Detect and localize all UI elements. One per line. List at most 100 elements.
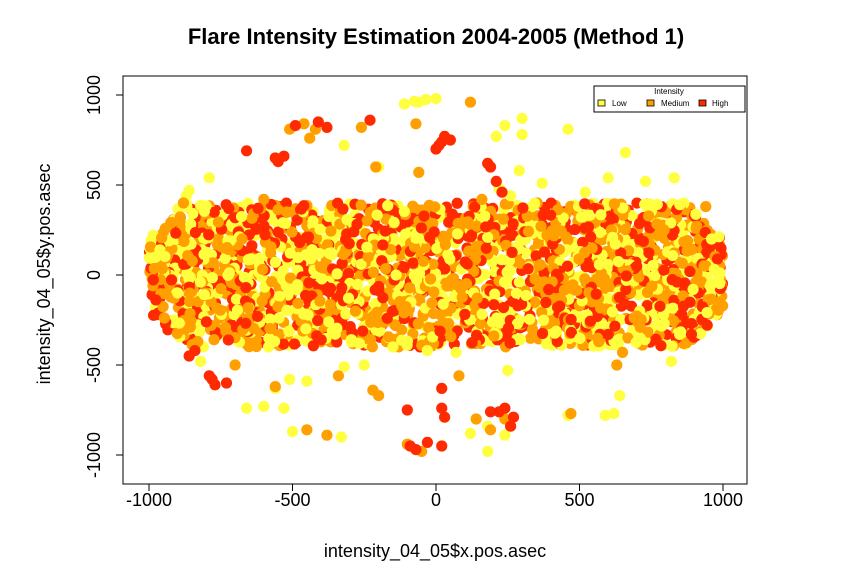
data-point-high bbox=[252, 202, 264, 214]
data-point-medium bbox=[476, 193, 488, 205]
data-point-band bbox=[685, 328, 698, 340]
data-point-band bbox=[398, 307, 410, 319]
data-point-band bbox=[268, 335, 281, 348]
data-point-band bbox=[407, 257, 419, 269]
legend: Intensity Low Medium High bbox=[593, 85, 746, 113]
data-point-band bbox=[475, 318, 487, 330]
data-point-band bbox=[212, 216, 224, 228]
data-point-medium bbox=[470, 413, 482, 425]
data-point-band bbox=[594, 226, 606, 238]
data-point-low bbox=[464, 427, 477, 439]
data-point-band bbox=[157, 301, 169, 313]
legend-label-low: Low bbox=[612, 99, 627, 108]
data-point-medium bbox=[192, 336, 204, 348]
data-point-high bbox=[490, 175, 502, 187]
data-point-band bbox=[604, 210, 616, 222]
data-point-band bbox=[565, 326, 577, 339]
legend-title: Intensity bbox=[654, 87, 684, 96]
data-point-band bbox=[280, 197, 292, 209]
data-point-low bbox=[608, 408, 620, 420]
data-point-band bbox=[658, 224, 670, 236]
points-layer bbox=[143, 93, 729, 457]
data-point-band bbox=[489, 288, 501, 300]
data-point-band bbox=[522, 225, 535, 237]
data-point-band bbox=[686, 243, 698, 256]
data-point-band bbox=[281, 206, 293, 218]
data-point-band bbox=[273, 290, 286, 302]
data-point-band bbox=[429, 201, 441, 213]
data-point-band bbox=[300, 249, 312, 261]
data-point-band bbox=[479, 269, 491, 281]
data-point-band bbox=[302, 309, 314, 321]
data-point-medium bbox=[700, 201, 712, 213]
x-tick-label: 500 bbox=[564, 490, 594, 510]
data-point-band bbox=[552, 301, 564, 314]
data-point-band bbox=[710, 303, 722, 315]
data-point-band bbox=[379, 225, 391, 237]
data-point-band bbox=[422, 322, 435, 334]
data-point-band bbox=[408, 241, 421, 253]
data-point-band bbox=[543, 283, 555, 296]
data-point-band bbox=[194, 276, 206, 288]
data-point-band bbox=[646, 280, 658, 292]
data-point-band bbox=[377, 292, 389, 304]
data-point-low bbox=[599, 409, 611, 421]
data-point-high bbox=[439, 411, 451, 423]
data-point-medium bbox=[484, 424, 497, 436]
data-point-band bbox=[336, 257, 348, 269]
data-point-band bbox=[459, 308, 471, 320]
data-point-band bbox=[250, 223, 262, 235]
data-point-band bbox=[510, 287, 523, 299]
data-point-band bbox=[390, 269, 402, 281]
data-point-band bbox=[165, 274, 178, 286]
data-point-band bbox=[537, 314, 550, 326]
data-point-band bbox=[449, 278, 461, 291]
data-point-band bbox=[294, 236, 306, 249]
data-point-low bbox=[668, 172, 680, 184]
data-point-band bbox=[574, 332, 586, 345]
data-point-low bbox=[513, 165, 525, 177]
data-point-band bbox=[221, 242, 233, 254]
data-point-band bbox=[690, 208, 702, 220]
data-point-band bbox=[603, 292, 616, 305]
data-point-low bbox=[258, 400, 270, 412]
data-point-band bbox=[606, 306, 619, 318]
legend-swatch-medium bbox=[646, 99, 655, 107]
data-point-band bbox=[608, 198, 621, 210]
data-point-low bbox=[398, 98, 411, 110]
data-point-band bbox=[203, 229, 215, 241]
data-point-medium bbox=[355, 121, 367, 133]
data-point-band bbox=[281, 304, 293, 317]
data-point-band bbox=[398, 205, 410, 218]
data-point-band bbox=[220, 325, 232, 337]
data-point-band bbox=[323, 247, 335, 259]
data-point-band bbox=[189, 226, 202, 239]
data-point-band bbox=[208, 206, 220, 218]
data-point-band bbox=[222, 269, 234, 281]
data-point-band bbox=[283, 325, 295, 337]
data-point-band bbox=[631, 260, 643, 272]
data-point-low bbox=[172, 287, 184, 299]
data-point-band bbox=[198, 289, 210, 301]
data-point-low bbox=[450, 346, 462, 358]
x-tick-label: -500 bbox=[274, 490, 310, 510]
data-point-band bbox=[675, 326, 687, 338]
data-point-band bbox=[533, 259, 545, 271]
data-point-band bbox=[524, 313, 536, 325]
data-point-band bbox=[171, 327, 183, 339]
data-point-band bbox=[443, 216, 455, 228]
data-point-band bbox=[711, 253, 724, 265]
data-point-band bbox=[579, 198, 591, 210]
data-point-medium bbox=[332, 370, 345, 382]
chart-title: Flare Intensity Estimation 2004-2005 (Me… bbox=[188, 24, 684, 49]
data-point-band bbox=[222, 334, 235, 346]
data-point-band bbox=[394, 296, 406, 308]
data-point-band bbox=[316, 273, 328, 285]
data-point-band bbox=[545, 197, 557, 209]
data-point-low bbox=[278, 402, 290, 414]
data-point-band bbox=[415, 222, 427, 234]
data-point-band bbox=[349, 305, 362, 317]
data-point-band bbox=[571, 284, 583, 297]
data-point-band bbox=[174, 211, 186, 223]
data-point-band bbox=[256, 263, 269, 276]
